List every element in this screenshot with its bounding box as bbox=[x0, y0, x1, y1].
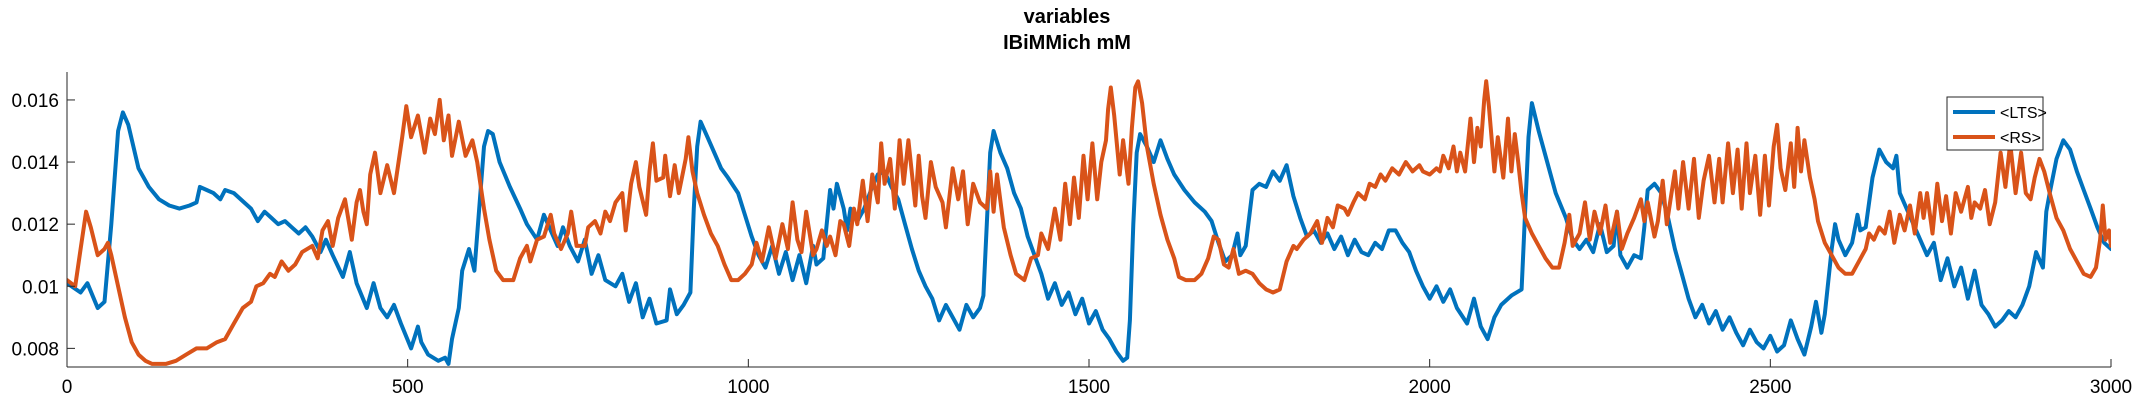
x-tick-label: 1000 bbox=[727, 377, 769, 398]
y-tick-label: 0.016 bbox=[11, 91, 59, 112]
x-tick-label: 0 bbox=[62, 377, 73, 398]
chart-subtitle: IBiMMich mM bbox=[1003, 32, 1131, 54]
legend-label-rs: <RS> bbox=[2000, 130, 2041, 147]
series-line-lts bbox=[67, 101, 2111, 366]
plot-area: 0 500 1000 1500 2000 2500 3000 0.008 0.01 0.012 0.… bbox=[11, 72, 2132, 398]
chart-title: variables bbox=[1024, 6, 1111, 28]
x-tick-label: 500 bbox=[392, 377, 424, 398]
x-tick-label: 2500 bbox=[1749, 377, 1791, 398]
y-tick-label: 0.01 bbox=[22, 277, 59, 298]
axes-layer: 0 500 1000 1500 2000 2500 3000 0.008 0.01 0.012 0.… bbox=[11, 72, 2132, 398]
y-tick-label: 0.008 bbox=[11, 339, 59, 360]
legend: <LTS> <RS> bbox=[1946, 96, 2047, 151]
x-tick-label: 1500 bbox=[1068, 377, 1110, 398]
x-tick-label: 3000 bbox=[2090, 377, 2132, 398]
y-tick-label: 0.012 bbox=[11, 215, 59, 236]
x-tick-label: 2000 bbox=[1409, 377, 1451, 398]
y-tick-label: 0.014 bbox=[11, 153, 59, 174]
legend-box bbox=[1946, 96, 2044, 151]
series-layer bbox=[67, 79, 2111, 366]
legend-label-lts: <LTS> bbox=[2000, 105, 2047, 122]
series-line-rs bbox=[67, 79, 2111, 366]
